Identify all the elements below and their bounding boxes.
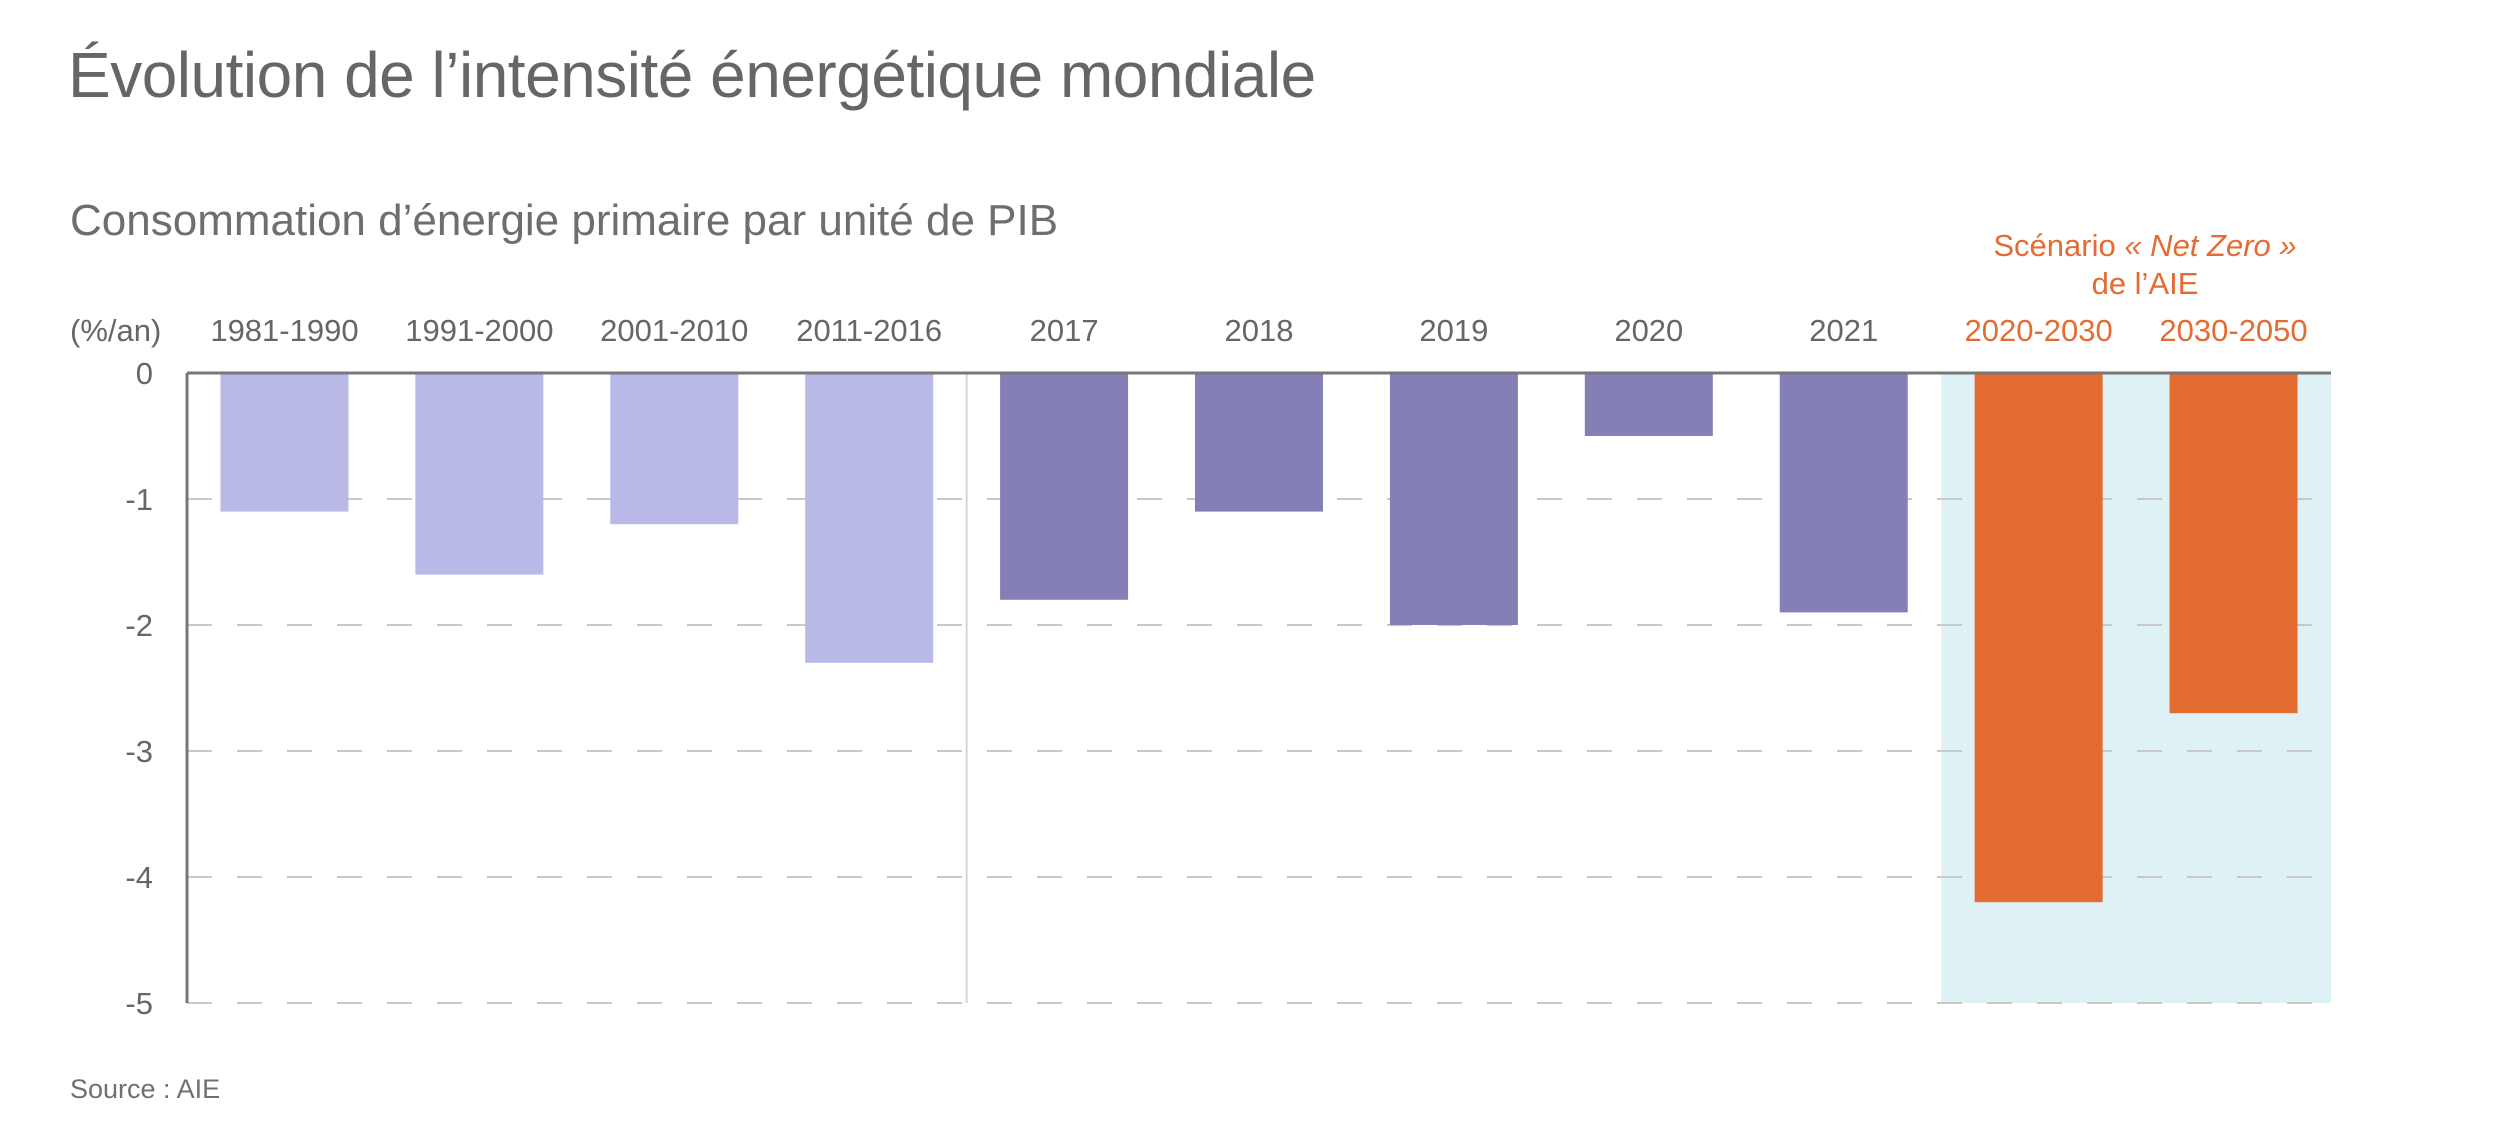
bar-2001-2010[interactable] [610,373,739,525]
chart-subtitle: Consommation d’énergie primaire par unit… [70,196,1059,245]
x-category-label: 2011-2016 [796,313,942,348]
y-tick-label: -5 [125,986,153,1021]
x-category-label: 2020 [1614,313,1683,348]
x-category-label: 1981-1990 [210,313,358,348]
bar-2030-2050[interactable] [2169,373,2298,714]
x-category-label: 2017 [1030,313,1099,348]
y-axis-unit-label: (%/an) [70,313,161,348]
net-zero-prefix: Scénario [1993,228,2124,263]
bar-2011-2016[interactable] [805,373,934,663]
net-zero-italic: « Net Zero » [2124,228,2296,263]
x-category-label: 2019 [1419,313,1488,348]
net-zero-annotation-line2: de l’AIE [2092,266,2199,301]
x-category-label: 2001-2010 [600,313,748,348]
bar-2021[interactable] [1779,373,1908,613]
bar-2017[interactable] [1000,373,1129,600]
source-note: Source : AIE [70,1074,221,1104]
chart-title: Évolution de l’intensité énergétique mon… [68,39,1316,111]
y-tick-label: -3 [125,734,153,769]
y-tick-label: -1 [125,482,153,517]
bar-2018[interactable] [1195,373,1323,512]
bar-2020[interactable] [1584,373,1713,436]
bar-2019[interactable] [1389,373,1518,625]
x-category-label: 2030-2050 [2159,313,2307,348]
x-category-label: 2021 [1809,313,1878,348]
y-tick-label: 0 [136,356,153,391]
y-tick-label: -2 [125,608,153,643]
x-category-label: 1991-2000 [405,313,553,348]
bar-2020-2030[interactable] [1974,373,2103,903]
x-category-label: 2018 [1225,313,1294,348]
x-category-label: 2020-2030 [1965,313,2113,348]
net-zero-annotation-line1: Scénario « Net Zero » [1993,228,2296,263]
y-tick-label: -4 [125,860,153,895]
bar-1981-1990[interactable] [220,373,349,512]
bar-1991-2000[interactable] [415,373,544,575]
